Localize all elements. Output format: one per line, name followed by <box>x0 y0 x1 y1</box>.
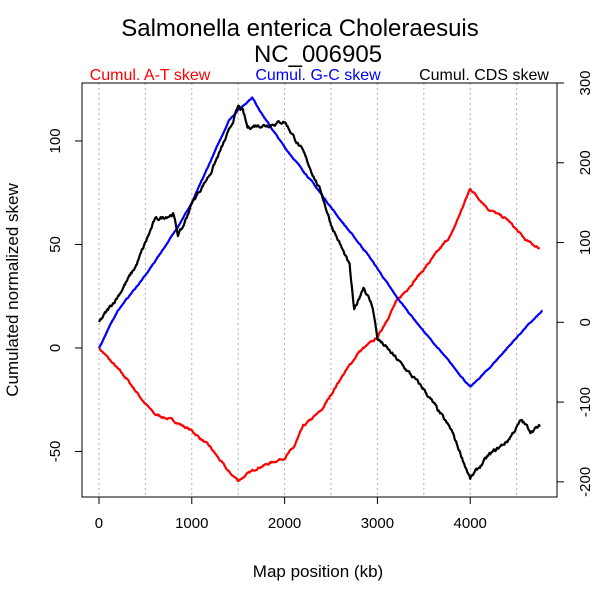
x-tick-label: 4000 <box>454 515 487 532</box>
axes: 0 1000 2000 3000 4000 -50 0 50 100 -200 -100 0 100 20… <box>47 70 594 532</box>
series-group <box>98 96 543 483</box>
chart-title: Salmonella enterica Choleraesuis <box>121 15 479 42</box>
y-left-tick-label: 50 <box>47 236 64 253</box>
y-left-tick-label: -50 <box>47 441 64 463</box>
legend-gc-skew: Cumul. G-C skew <box>255 67 381 84</box>
x-axis-label: Map position (kb) <box>253 562 383 581</box>
x-tick-label: 0 <box>95 515 103 532</box>
y-right-tick-label: 100 <box>577 230 594 255</box>
series-line-cds-skew <box>98 104 541 480</box>
y-right-tick-label: -200 <box>577 467 594 497</box>
gridlines <box>98 83 518 497</box>
series-line-at-skew <box>98 187 541 483</box>
x-tick-label: 3000 <box>361 515 394 532</box>
y-left-tick-label: 100 <box>47 128 64 153</box>
y-right-tick-label: -100 <box>577 387 594 417</box>
y-left-tick-label: 0 <box>47 344 64 352</box>
chart-subtitle: NC_006905 <box>254 41 382 68</box>
x-tick-label: 2000 <box>268 515 301 532</box>
y-right-tick-label: 0 <box>577 318 594 326</box>
legend-cds-skew: Cumul. CDS skew <box>419 67 549 84</box>
legend-at-skew: Cumul. A-T skew <box>90 67 211 84</box>
x-tick-label: 1000 <box>175 515 208 532</box>
y-axis-label: Cumulated normalized skew <box>3 183 22 397</box>
y-right-tick-label: 200 <box>577 150 594 175</box>
series-line-gc-skew <box>98 96 543 388</box>
y-right-tick-label: 300 <box>577 70 594 95</box>
plot-frame <box>81 82 558 498</box>
